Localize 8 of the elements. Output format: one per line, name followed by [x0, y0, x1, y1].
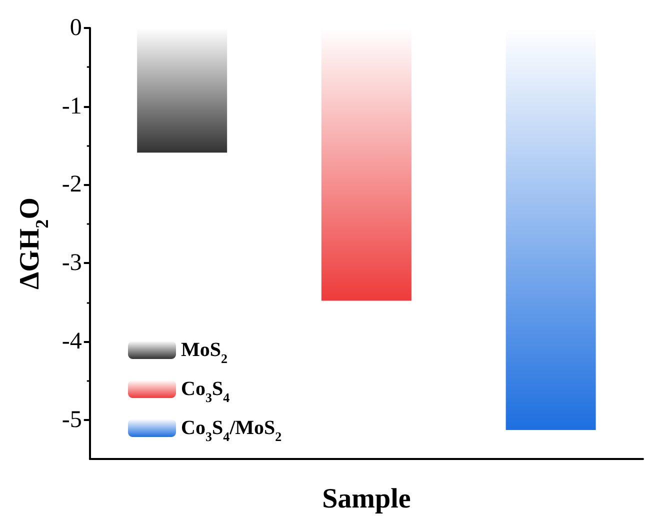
y-tick-label: 0 — [70, 15, 82, 41]
y-tick-label: -2 — [62, 172, 82, 198]
y-tick-label: -3 — [62, 250, 82, 276]
y-axis-title: ΔGH2O — [14, 198, 52, 290]
y-tick-label: -4 — [62, 328, 82, 354]
x-axis-title: Sample — [322, 484, 411, 514]
y-tick-label: -5 — [62, 406, 82, 433]
y-tick-label: -1 — [62, 93, 82, 120]
